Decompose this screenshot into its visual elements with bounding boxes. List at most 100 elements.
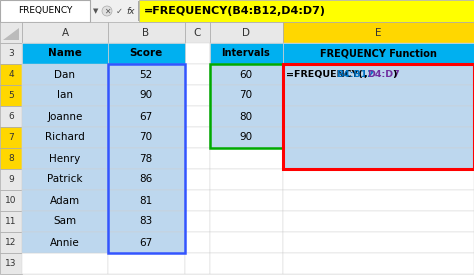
Bar (108, 190, 185, 211)
Bar (185, 22, 210, 43)
Bar (22, 169, 108, 190)
Bar (283, 64, 474, 85)
Text: 60: 60 (239, 70, 253, 79)
Bar (185, 43, 210, 64)
Bar (210, 106, 283, 127)
Bar (0, 85, 22, 106)
Text: D4:D7: D4:D7 (367, 70, 400, 79)
Text: 10: 10 (5, 196, 17, 205)
Bar (185, 106, 210, 127)
Text: 83: 83 (139, 216, 153, 227)
Text: 8: 8 (8, 154, 14, 163)
Bar (108, 127, 185, 148)
Text: Sam: Sam (54, 216, 77, 227)
Bar (108, 64, 185, 253)
Text: 13: 13 (5, 259, 17, 268)
Text: 11: 11 (5, 217, 17, 226)
Bar (210, 43, 283, 64)
Bar (210, 64, 283, 148)
Bar (185, 85, 210, 106)
Text: E: E (375, 28, 381, 37)
Bar (0, 43, 22, 64)
Bar (283, 43, 474, 64)
Text: A: A (62, 28, 69, 37)
Text: B: B (143, 28, 150, 37)
Bar (108, 127, 185, 148)
Bar (210, 148, 283, 169)
Text: 90: 90 (239, 133, 253, 142)
Bar (283, 148, 474, 169)
Bar (283, 148, 474, 169)
Bar (210, 106, 283, 127)
Bar (22, 106, 108, 127)
Text: Ian: Ian (57, 90, 73, 100)
Bar (108, 22, 185, 43)
Bar (0, 64, 22, 85)
Text: 3: 3 (8, 49, 14, 58)
Bar (0, 22, 22, 43)
Bar (0, 148, 22, 169)
Text: FREQUENCY: FREQUENCY (18, 7, 72, 15)
Bar (283, 64, 474, 169)
Bar (283, 232, 474, 253)
Text: Annie: Annie (50, 238, 80, 248)
Bar (210, 43, 283, 64)
Bar (22, 106, 108, 127)
Bar (210, 64, 283, 85)
Bar (22, 211, 108, 232)
Bar (210, 190, 283, 211)
Bar (108, 106, 185, 127)
Text: 7: 7 (8, 133, 14, 142)
Text: Henry: Henry (49, 153, 81, 164)
Bar (22, 85, 108, 106)
Bar (22, 43, 108, 64)
Text: FREQUENCY Function: FREQUENCY Function (319, 48, 437, 59)
Text: C: C (193, 28, 201, 37)
Bar (185, 169, 210, 190)
Bar (90, 0, 91, 22)
Bar (22, 148, 108, 169)
Bar (22, 253, 108, 274)
Text: 78: 78 (139, 153, 153, 164)
Bar (138, 1, 139, 21)
Bar (283, 127, 474, 148)
Bar (283, 85, 474, 106)
Bar (108, 232, 185, 253)
Text: ▼: ▼ (93, 8, 99, 14)
Bar (22, 232, 108, 253)
Text: ,: , (363, 70, 367, 79)
Text: 81: 81 (139, 196, 153, 205)
Bar (283, 106, 474, 127)
Bar (22, 190, 108, 211)
Bar (210, 22, 283, 43)
Text: Score: Score (129, 48, 163, 59)
Bar (108, 211, 185, 232)
Bar (22, 190, 108, 211)
Bar (108, 43, 185, 64)
Bar (283, 64, 474, 85)
Bar (0, 106, 22, 127)
Bar (22, 148, 108, 169)
Text: Adam: Adam (50, 196, 80, 205)
Bar (0, 0, 90, 22)
Text: 70: 70 (139, 133, 153, 142)
Bar (108, 148, 185, 169)
Text: 80: 80 (239, 111, 253, 122)
Bar (185, 211, 210, 232)
Bar (283, 85, 474, 106)
Bar (108, 211, 185, 232)
Bar (108, 148, 185, 169)
Text: 5: 5 (8, 91, 14, 100)
Text: Joanne: Joanne (47, 111, 82, 122)
Text: Name: Name (48, 48, 82, 59)
Bar (22, 127, 108, 148)
Bar (22, 64, 108, 85)
Text: 6: 6 (8, 112, 14, 121)
Bar (22, 43, 108, 64)
Text: 70: 70 (239, 90, 253, 100)
Text: =FREQUENCY(B4:B12,D4:D7): =FREQUENCY(B4:B12,D4:D7) (144, 6, 326, 16)
Bar (108, 64, 185, 85)
Bar (0, 127, 22, 148)
Text: Dan: Dan (55, 70, 75, 79)
Bar (185, 148, 210, 169)
